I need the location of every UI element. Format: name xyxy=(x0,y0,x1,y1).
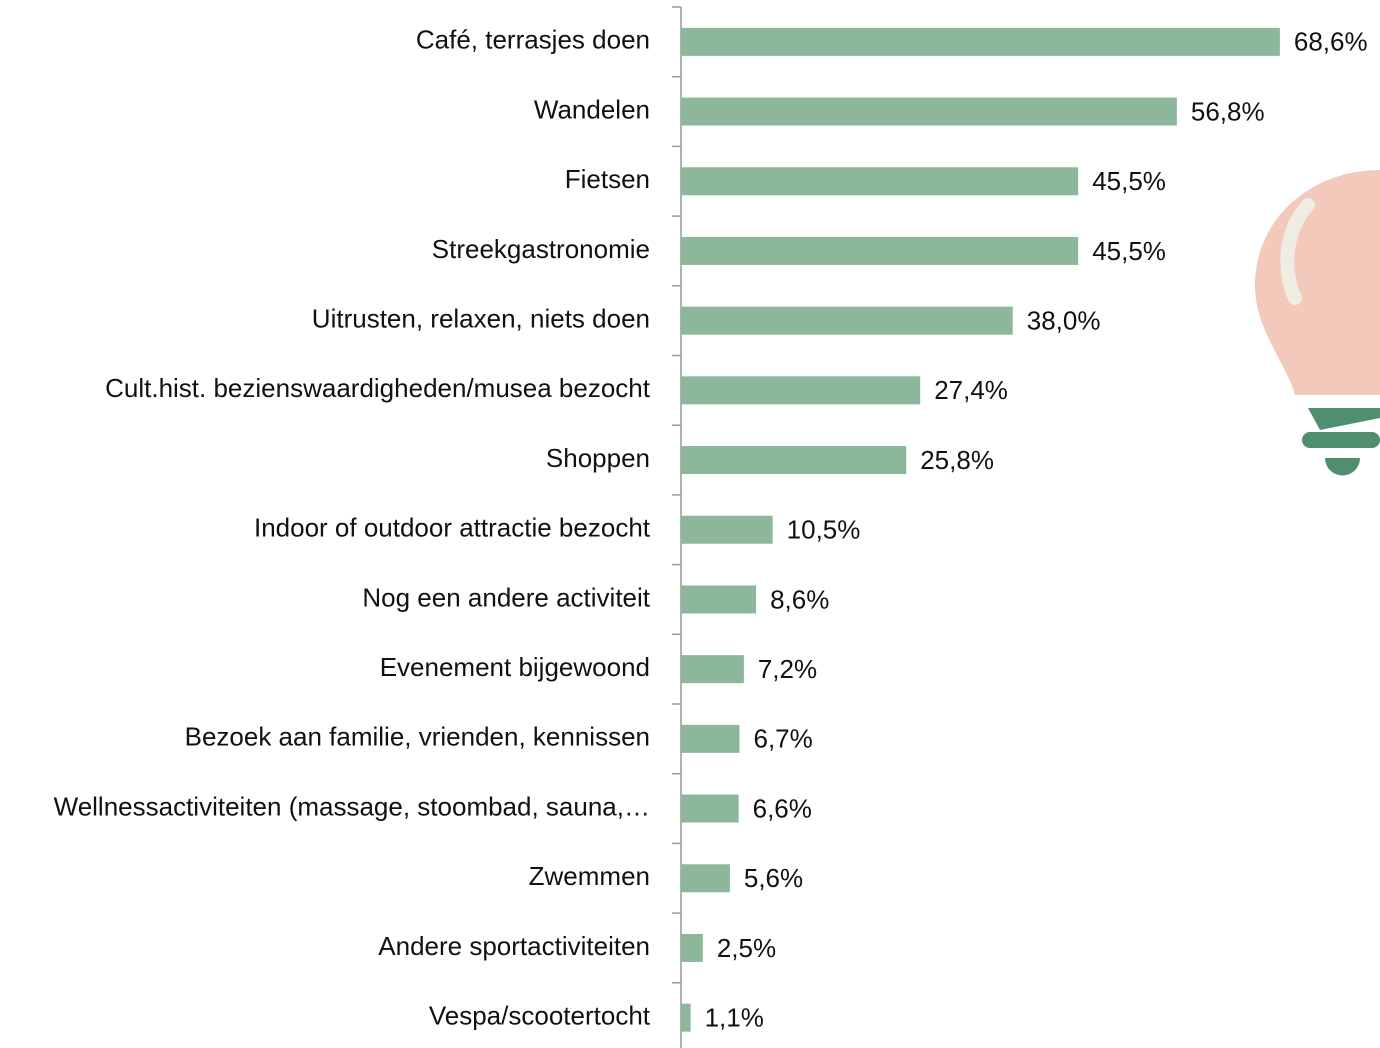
bar xyxy=(681,167,1079,196)
value-label: 25,8% xyxy=(920,445,994,475)
bar xyxy=(681,864,730,893)
value-label: 27,4% xyxy=(934,375,1008,405)
bar xyxy=(681,515,773,544)
value-label: 45,5% xyxy=(1092,236,1166,266)
category-label: Wandelen xyxy=(534,94,650,124)
bar xyxy=(681,446,907,475)
value-label: 68,6% xyxy=(1294,27,1368,57)
bar xyxy=(681,27,1280,56)
bar xyxy=(681,933,703,962)
bar xyxy=(681,376,921,405)
value-label: 38,0% xyxy=(1027,306,1101,336)
bar xyxy=(681,655,744,684)
value-label: 56,8% xyxy=(1191,96,1265,126)
category-label: Uitrusten, relaxen, niets doen xyxy=(312,304,650,334)
category-label: Streekgastronomie xyxy=(432,234,650,264)
bar xyxy=(681,306,1013,335)
category-label: Café, terrasjes doen xyxy=(416,25,650,55)
value-label: 1,1% xyxy=(705,1003,764,1033)
bar xyxy=(681,724,740,753)
category-label: Andere sportactiviteiten xyxy=(378,931,650,961)
value-label: 10,5% xyxy=(787,515,861,545)
value-label: 45,5% xyxy=(1092,166,1166,196)
value-label: 6,7% xyxy=(753,724,812,754)
value-label: 5,6% xyxy=(744,863,803,893)
value-label: 6,6% xyxy=(753,793,812,823)
value-label: 2,5% xyxy=(717,933,776,963)
category-label: Cult.hist. bezienswaardigheden/musea bez… xyxy=(105,373,651,403)
value-label: 8,6% xyxy=(770,584,829,614)
category-label: Zwemmen xyxy=(529,861,650,891)
lightbulb-icon xyxy=(1255,170,1380,476)
category-label: Evenement bijgewoond xyxy=(380,652,650,682)
bar xyxy=(681,97,1177,126)
category-label: Fietsen xyxy=(565,164,650,194)
category-label: Bezoek aan familie, vrienden, kennissen xyxy=(185,722,650,752)
category-label: Indoor of outdoor attractie bezocht xyxy=(254,513,651,543)
category-label: Nog een andere activiteit xyxy=(362,582,650,612)
value-label: 7,2% xyxy=(758,654,817,684)
category-label: Shoppen xyxy=(546,443,650,473)
bar xyxy=(681,236,1079,265)
category-label: Vespa/scootertocht xyxy=(429,1001,651,1031)
bar xyxy=(681,585,757,614)
category-label: Wellnessactiviteiten (massage, stoombad,… xyxy=(54,791,650,821)
bar xyxy=(681,794,739,823)
bar xyxy=(681,1003,691,1032)
